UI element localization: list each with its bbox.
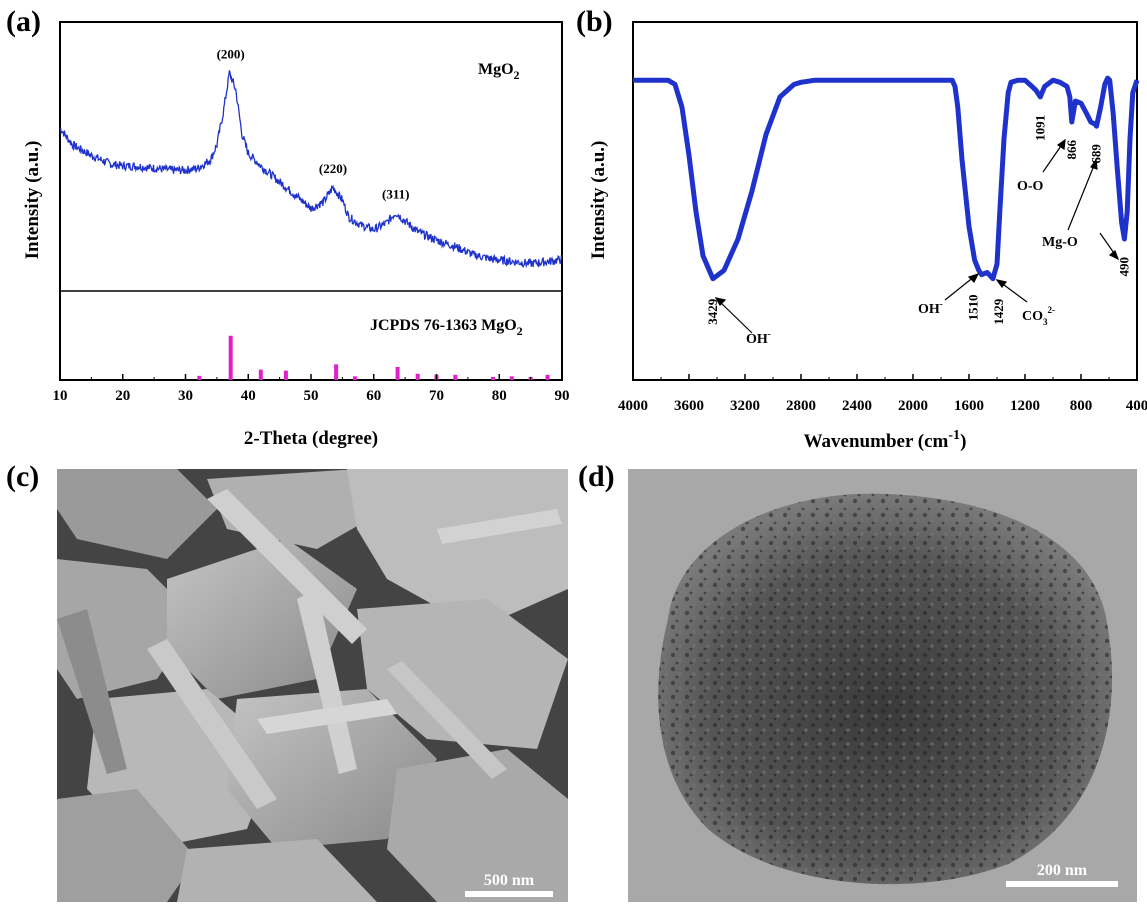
panel-a-label: (a) (6, 5, 41, 38)
sem-flakes-illustration (57, 469, 568, 902)
ftir-tick-label-8: 800 (1070, 398, 1093, 414)
sem-scale-bar: 500 nm (465, 873, 553, 897)
arrow-co3-1429 (999, 281, 1028, 303)
ftir-y-axis-title: Intensity (a.u.) (588, 141, 609, 260)
ftir-peak-label-6: 490 (1116, 257, 1131, 277)
xrd-tick-label-0: 10 (53, 388, 68, 404)
xrd-tick-label-3: 40 (241, 388, 256, 404)
ftir-tick-label-1: 3600 (674, 398, 704, 414)
assignment-mgo: Mg-O (1042, 235, 1078, 250)
xrd-y-axis-title: Intensity (a.u.) (22, 141, 43, 260)
panel-d-label: (d) (578, 460, 615, 493)
ftir-tick-label-7: 1200 (1010, 398, 1040, 414)
ftir-peak-label-2: 1429 (991, 298, 1006, 325)
xrd-tick-label-6: 70 (429, 388, 444, 404)
xrd-tick-label-2: 30 (178, 388, 193, 404)
arrow-head-oo-866 (1056, 138, 1066, 151)
panel-c-label: (c) (6, 460, 40, 493)
ftir-tick-label-9: 400 (1126, 398, 1147, 414)
peak-label-2: (311) (382, 187, 409, 202)
assignment-co3: CO32- (1022, 305, 1055, 327)
panel-b-label: (b) (576, 5, 613, 38)
arrow-oo-866 (1042, 142, 1064, 173)
ftir-x-axis-title: Wavenumber (cm-1) (804, 428, 967, 452)
tem-image: 200 nm (628, 469, 1137, 902)
reference-label: JCPDS 76-1363 MgO2 (370, 317, 523, 338)
ftir-peak-label-3: 1091 (1032, 115, 1047, 141)
ftir-spectrum-line (633, 75, 1140, 282)
peak-label-0: (200) (217, 47, 245, 62)
sem-scale-bar-label: 500 nm (483, 872, 535, 889)
arrow-oh-1510 (944, 275, 976, 301)
ftir-x-ticks: 4000 3600 3200 2800 2400 2000 1600 1200 800 400 (618, 374, 1147, 414)
assignment-oh-1: OH- (746, 329, 771, 347)
peak-label-group: (200) (220) (311) (217, 47, 410, 202)
tem-aggregate-illustration (628, 469, 1137, 902)
arrow-head-mgo-689 (1090, 158, 1098, 170)
ftir-tick-label-5: 2000 (898, 398, 928, 414)
ftir-peak-label-4: 866 (1064, 139, 1079, 159)
ftir-tick-label-4: 2400 (842, 398, 872, 414)
xrd-tick-label-1: 20 (115, 388, 130, 404)
ftir-tick-label-2: 3200 (730, 398, 760, 414)
xrd-chart: (200)(220)(311) 10 20 30 40 50 60 70 80 90 MgO2 … (22, 21, 570, 449)
xrd-pattern-line (59, 70, 563, 269)
assignment-oo: O-O (1017, 179, 1044, 194)
arrow-head-mgo-490 (1108, 250, 1120, 261)
xrd-x-ticks: 10 20 30 40 50 60 70 80 90 (53, 374, 570, 404)
arrow-head-co3-1429 (995, 279, 1008, 288)
xrd-tick-label-7: 80 (492, 388, 507, 404)
tem-scale-bar-label: 200 nm (1036, 862, 1088, 879)
peak-label-1: (220) (319, 161, 347, 176)
sem-image: 500 nm (57, 469, 568, 902)
arrow-mgo-689 (1067, 162, 1096, 231)
xrd-tick-label-5: 60 (366, 388, 381, 404)
tem-scale-bar: 200 nm (1006, 863, 1118, 887)
ftir-peak-label-group: 3429 1510 1429 1091 866 689 490 (705, 115, 1131, 325)
sample-label: MgO2 (478, 61, 520, 82)
xrd-tick-label-8: 90 (555, 388, 570, 404)
ftir-tick-label-3: 2800 (786, 398, 816, 414)
arrow-head-oh-1510 (967, 272, 980, 284)
xrd-tick-label-4: 50 (304, 388, 319, 404)
ftir-tick-label-6: 1600 (954, 398, 984, 414)
reference-stick-group (197, 335, 550, 380)
ftir-peak-label-1: 1510 (966, 295, 981, 321)
xrd-x-axis-title: 2-Theta (degree) (244, 428, 378, 449)
sem-scale-bar-line (465, 891, 553, 897)
ftir-plot-frame (632, 21, 1138, 381)
ftir-peak-label-5: 689 (1089, 144, 1104, 164)
annotation-arrows (714, 138, 1120, 334)
arrow-head-oh-3429 (714, 297, 727, 306)
arrow-mgo-490 (1099, 232, 1117, 257)
assignment-oh-2: OH- (918, 299, 943, 317)
ftir-tick-label-0: 4000 (618, 398, 648, 414)
arrow-oh-3429 (717, 299, 753, 334)
ftir-peak-label-0: 3429 (705, 298, 720, 325)
tem-scale-bar-line (1006, 881, 1118, 887)
